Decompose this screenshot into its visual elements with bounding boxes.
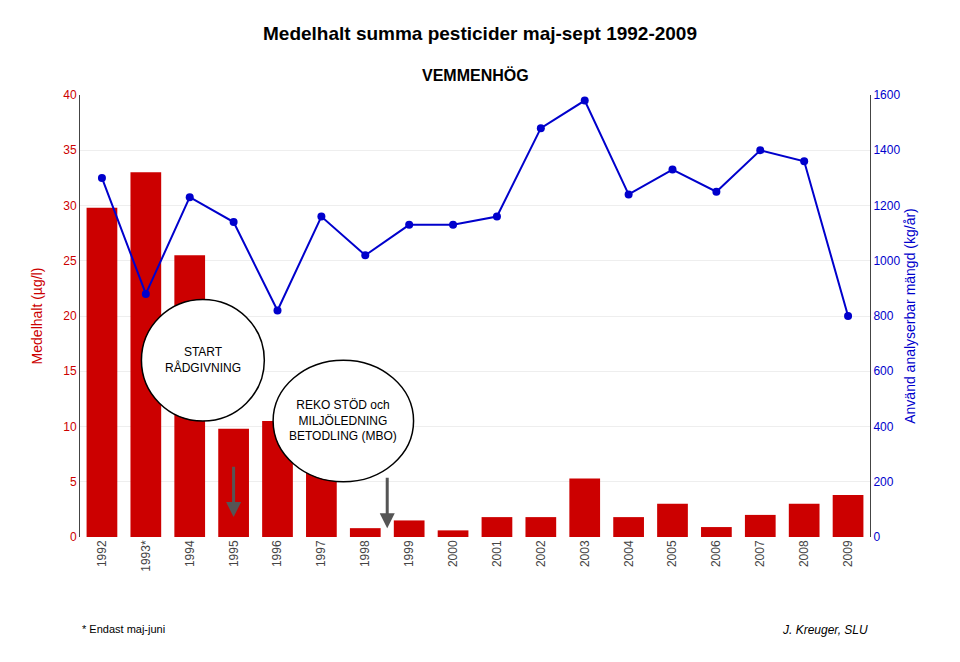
svg-text:1993*: 1993* bbox=[139, 540, 153, 572]
svg-text:1996: 1996 bbox=[270, 540, 284, 567]
svg-text:* Endast maj-juni: * Endast maj-juni bbox=[82, 623, 165, 635]
svg-text:600: 600 bbox=[873, 364, 893, 378]
svg-text:1000: 1000 bbox=[873, 254, 900, 268]
svg-text:1999: 1999 bbox=[402, 540, 416, 567]
svg-text:1998: 1998 bbox=[358, 540, 372, 567]
svg-text:1992: 1992 bbox=[95, 540, 109, 567]
svg-text:2002: 2002 bbox=[534, 540, 548, 567]
svg-text:10: 10 bbox=[63, 420, 77, 434]
svg-text:35: 35 bbox=[63, 143, 77, 157]
svg-text:1400: 1400 bbox=[873, 143, 900, 157]
svg-text:2009: 2009 bbox=[841, 540, 855, 567]
svg-text:20: 20 bbox=[63, 309, 77, 323]
svg-text:2004: 2004 bbox=[622, 540, 636, 567]
svg-text:1997: 1997 bbox=[314, 540, 328, 567]
svg-text:400: 400 bbox=[873, 420, 893, 434]
svg-text:2001: 2001 bbox=[490, 540, 504, 567]
svg-text:2008: 2008 bbox=[797, 540, 811, 567]
svg-text:15: 15 bbox=[63, 364, 77, 378]
svg-text:25: 25 bbox=[63, 254, 77, 268]
svg-text:2007: 2007 bbox=[753, 540, 767, 567]
svg-text:J. Kreuger, SLU: J. Kreuger, SLU bbox=[782, 623, 868, 637]
svg-text:5: 5 bbox=[70, 475, 77, 489]
svg-text:Medelhalt (µg/l): Medelhalt (µg/l) bbox=[29, 268, 45, 365]
svg-text:2006: 2006 bbox=[709, 540, 723, 567]
svg-text:200: 200 bbox=[873, 475, 893, 489]
svg-text:800: 800 bbox=[873, 309, 893, 323]
svg-text:VEMMENHÖG: VEMMENHÖG bbox=[422, 66, 529, 84]
svg-text:30: 30 bbox=[63, 199, 77, 213]
svg-text:0: 0 bbox=[70, 530, 77, 544]
svg-text:0: 0 bbox=[873, 530, 880, 544]
svg-text:40: 40 bbox=[63, 88, 77, 102]
svg-text:2003: 2003 bbox=[578, 540, 592, 567]
svg-text:1994: 1994 bbox=[183, 540, 197, 567]
svg-text:1600: 1600 bbox=[873, 88, 900, 102]
svg-text:2000: 2000 bbox=[446, 540, 460, 567]
svg-text:1200: 1200 bbox=[873, 199, 900, 213]
svg-text:REKO STÖD ochMILJÖLEDNINGBETOD: REKO STÖD ochMILJÖLEDNINGBETODLING (MBO) bbox=[289, 398, 397, 443]
svg-text:Använd analyserbar mängd (kg/å: Använd analyserbar mängd (kg/år) bbox=[902, 208, 918, 424]
svg-text:Medelhalt summa pesticider maj: Medelhalt summa pesticider maj-sept 1992… bbox=[263, 23, 697, 44]
svg-text:STARTRÅDGIVNING: STARTRÅDGIVNING bbox=[165, 345, 241, 375]
svg-text:2005: 2005 bbox=[665, 540, 679, 567]
svg-text:1995: 1995 bbox=[227, 540, 241, 567]
